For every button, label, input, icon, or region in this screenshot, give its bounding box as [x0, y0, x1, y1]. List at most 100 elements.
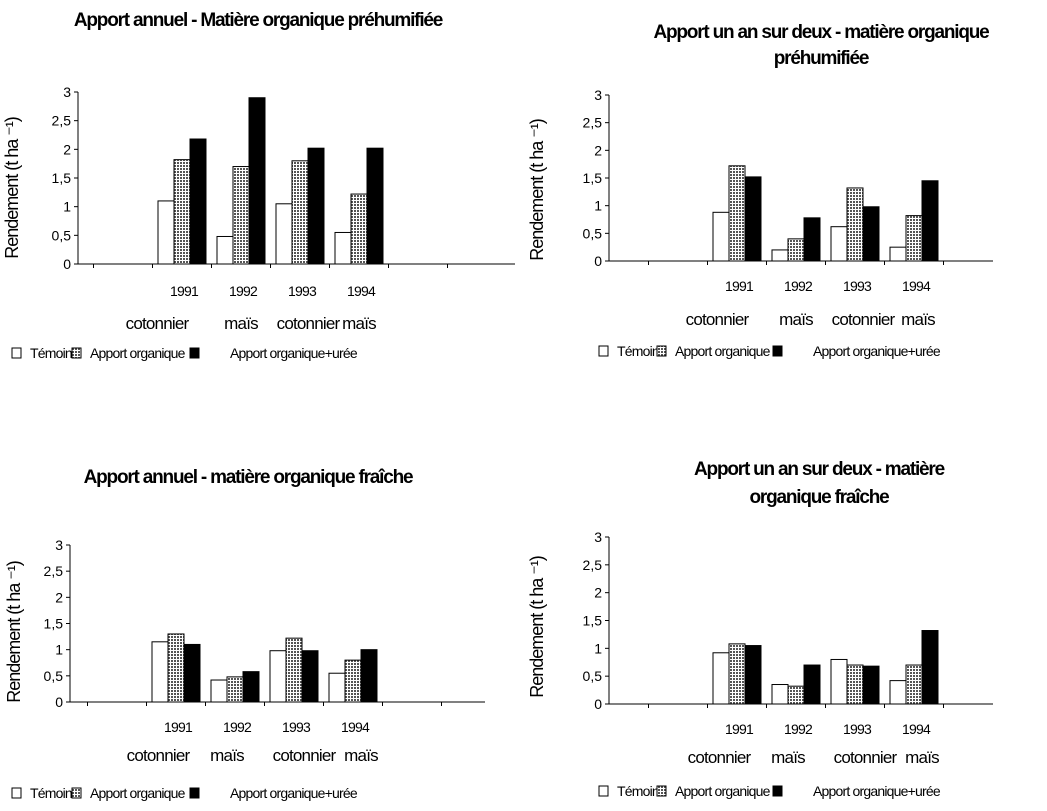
x-tick-label-year: 1993 — [843, 721, 872, 737]
y-tick-label: 2,5 — [583, 557, 603, 573]
x-tick-label-year: 1994 — [902, 721, 931, 737]
x-tick-label-crop: cotonnier — [127, 746, 191, 765]
bar-apport-organique-1994 — [350, 193, 368, 265]
y-tick-label: 2 — [63, 141, 71, 157]
y-tick-label: 0 — [594, 253, 602, 269]
y-tick-label: 0,5 — [583, 225, 603, 241]
legend-swatch-apport-organique-uree — [772, 345, 783, 357]
chart-title: préhumifiée — [774, 48, 869, 69]
x-tick-label-year: 1994 — [347, 283, 376, 299]
bar-apport-organique-1994 — [905, 664, 923, 705]
x-tick-label-crop: cotonnier — [688, 748, 752, 767]
chart-panel-4: Apport un an sur deux - matière organique… — [523, 405, 1046, 810]
bar-temoin-1993 — [830, 658, 848, 705]
legend-label-apport-organique: Apport organique — [675, 783, 771, 799]
bar-temoin-1994 — [889, 680, 907, 705]
y-tick-label: 2 — [55, 589, 63, 605]
bar-apport-organique-uree-1991 — [744, 645, 762, 705]
chart-panel-1: Apport annuel - Matière organique préhum… — [0, 0, 523, 405]
legend-label-temoin: Témoin — [617, 783, 659, 799]
legend-label-temoin: Témoin — [617, 343, 659, 359]
chart-svg-4: Apport un an sur deux - matière organique… — [527, 459, 993, 799]
y-tick-label: 2,5 — [44, 563, 64, 579]
legend-label-apport-organique: Apport organique — [90, 785, 186, 801]
legend-label-apport-organique: Apport organique — [90, 345, 186, 361]
y-axis-label: Rendement (t ha ⁻¹) — [527, 119, 547, 261]
x-tick-label-crop: cotonnier — [273, 746, 337, 765]
bar-apport-organique-uree-1992 — [803, 664, 821, 705]
bar-apport-organique-uree-1993 — [862, 206, 880, 262]
chart-title: Apport un an sur deux - matière organiqu… — [653, 22, 989, 43]
x-tick-label-year: 1993 — [843, 278, 872, 294]
chart-title: Apport un an sur deux - matière — [694, 459, 945, 480]
x-tick-label-crop: maïs — [210, 746, 244, 765]
bar-apport-organique-uree-1991 — [744, 176, 762, 262]
y-tick-label: 3 — [63, 84, 71, 100]
bar-apport-organique-1991 — [173, 159, 191, 265]
bar-apport-organique-uree-1994 — [921, 630, 939, 705]
x-tick-label-year: 1992 — [229, 283, 258, 299]
bar-apport-organique-1993 — [285, 637, 303, 703]
chart-title: Apport annuel - matière organique fraîch… — [84, 467, 413, 488]
y-tick-label: 2 — [594, 585, 602, 601]
y-tick-label: 3 — [55, 537, 63, 553]
bar-apport-organique-1993 — [846, 187, 864, 262]
y-tick-label: 2,5 — [583, 115, 603, 131]
bar-apport-organique-uree-1992 — [248, 97, 266, 265]
x-tick-label-crop: maïs — [771, 748, 805, 767]
bar-temoin-1993 — [830, 226, 848, 262]
legend-swatch-apport-organique — [656, 785, 667, 797]
chart-svg-3: Apport annuel - matière organique fraîch… — [4, 467, 485, 801]
bar-temoin-1994 — [889, 246, 907, 262]
legend-label-apport-organique-uree: Apport organique+urée — [813, 343, 941, 359]
x-tick-label-year: 1994 — [341, 719, 370, 735]
y-tick-label: 1,5 — [583, 613, 603, 629]
bar-apport-organique-uree-1992 — [803, 217, 821, 262]
y-tick-label: 0 — [63, 256, 71, 272]
bar-apport-organique-uree-1992 — [242, 671, 260, 703]
y-tick-label: 1 — [63, 199, 71, 215]
y-tick-label: 2,5 — [52, 113, 72, 129]
y-tick-label: 1 — [594, 640, 602, 656]
chart-svg-1: Apport annuel - Matière organique préhum… — [2, 10, 515, 361]
x-tick-label-year: 1992 — [784, 721, 813, 737]
x-tick-label-crop: cotonnier — [686, 310, 750, 329]
x-tick-label-year: 1991 — [164, 719, 193, 735]
y-tick-label: 1 — [594, 198, 602, 214]
bar-apport-organique-1992 — [787, 685, 805, 705]
legend-label-temoin: Témoin — [30, 345, 72, 361]
bar-apport-organique-uree-1991 — [189, 138, 207, 265]
bar-apport-organique-1991 — [728, 165, 746, 262]
chart-panel-2: Apport un an sur deux - matière organiqu… — [523, 0, 1046, 405]
bar-apport-organique-uree-1994 — [360, 649, 378, 703]
x-tick-label-crop: maïs — [342, 314, 376, 333]
bar-temoin-1991 — [157, 200, 175, 265]
x-tick-label-year: 1992 — [223, 719, 252, 735]
bar-apport-organique-uree-1993 — [301, 650, 319, 703]
bar-temoin-1993 — [275, 203, 293, 265]
x-tick-label-crop: maïs — [901, 310, 935, 329]
legend-swatch-temoin — [11, 787, 22, 799]
chart-panel-3: Apport annuel - matière organique fraîch… — [0, 405, 523, 810]
y-tick-label: 1,5 — [583, 170, 603, 186]
x-tick-label-year: 1991 — [170, 283, 199, 299]
bar-apport-organique-1991 — [167, 633, 185, 703]
legend-swatch-temoin — [11, 347, 22, 359]
y-axis-label: Rendement (t ha ⁻¹) — [4, 561, 24, 703]
legend-swatch-temoin — [598, 345, 609, 357]
legend-swatch-apport-organique — [71, 347, 82, 359]
y-tick-label: 0,5 — [44, 668, 64, 684]
legend-label-apport-organique: Apport organique — [675, 343, 771, 359]
y-tick-label: 0 — [594, 696, 602, 712]
legend-label-temoin: Témoin — [30, 785, 72, 801]
x-tick-label-crop: maïs — [344, 746, 378, 765]
bar-temoin-1994 — [334, 231, 352, 265]
x-tick-label-year: 1992 — [784, 278, 813, 294]
x-tick-label-crop: cotonnier — [126, 314, 190, 333]
y-axis-label: Rendement (t ha ⁻¹) — [2, 117, 22, 259]
y-tick-label: 0,5 — [52, 227, 72, 243]
legend-label-apport-organique-uree: Apport organique+urée — [230, 785, 358, 801]
x-tick-label-crop: cotonnier — [832, 310, 896, 329]
bar-temoin-1992 — [771, 249, 789, 262]
y-tick-label: 1,5 — [44, 616, 64, 632]
